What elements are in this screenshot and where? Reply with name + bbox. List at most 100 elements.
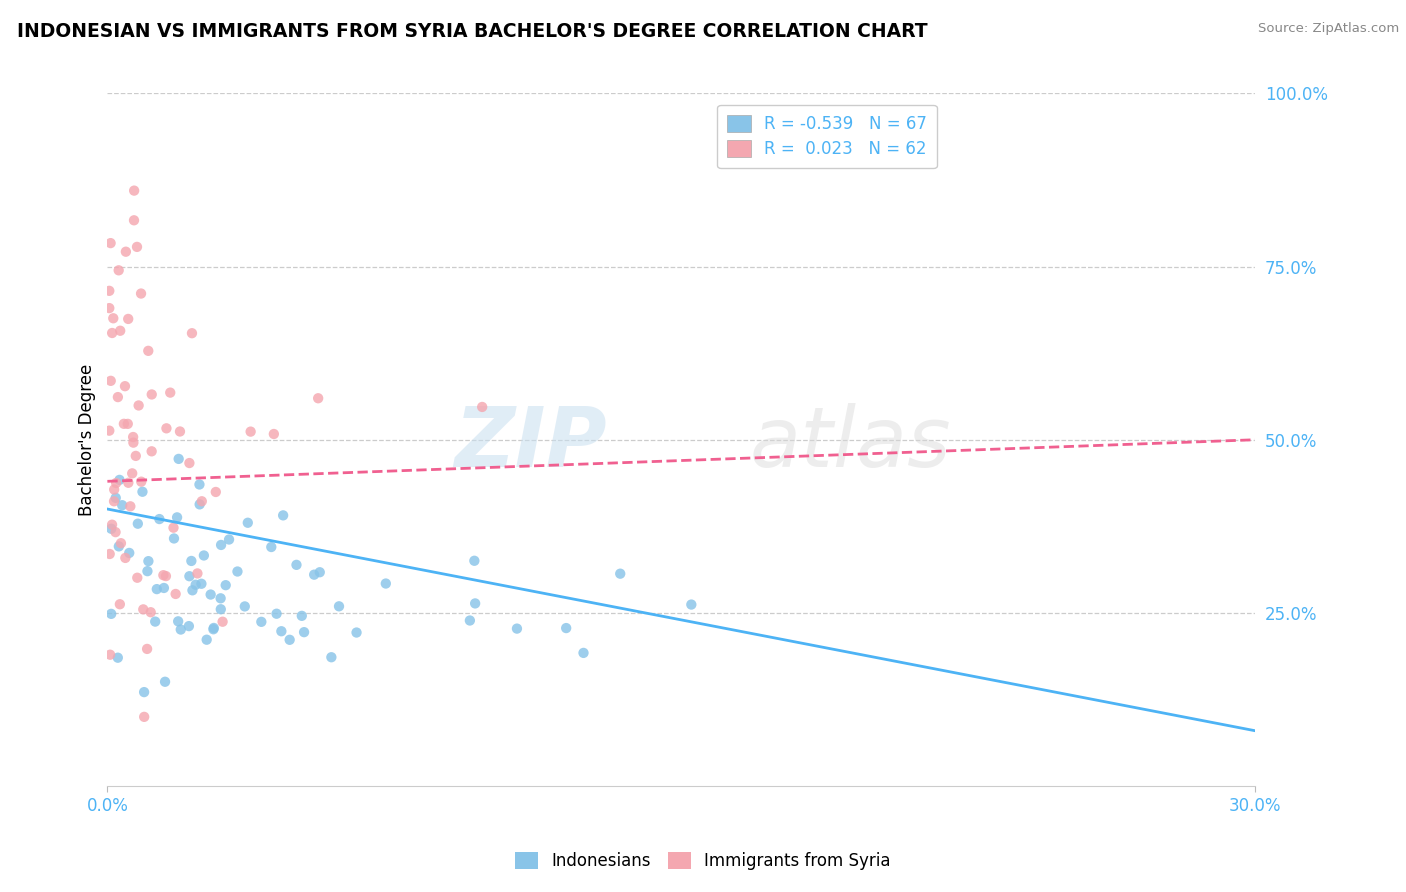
Point [103,494,125,508]
Point [100,522,122,536]
Point [184,578,207,592]
Point [266,607,288,621]
Point [181,326,204,341]
Point [103,311,125,326]
Point [278,632,301,647]
Point [260,540,283,554]
Point [179,569,201,583]
Legend: R = -0.539   N = 67, R =  0.023   N = 62: R = -0.539 N = 67, R = 0.023 N = 62 [717,105,936,169]
Point [215,578,238,592]
Point [202,622,225,636]
Point [125,449,148,463]
Point [167,451,190,466]
Point [167,615,190,629]
Point [159,385,181,400]
Point [263,427,285,442]
Point [146,582,169,596]
Text: INDONESIAN VS IMMIGRANTS FROM SYRIA BACHELOR'S DEGREE CORRELATION CHART: INDONESIAN VS IMMIGRANTS FROM SYRIA BACH… [17,22,928,41]
Point [100,236,122,251]
Point [609,566,631,581]
Point [302,567,325,582]
Point [98,547,121,561]
Point [163,532,186,546]
Point [292,625,315,640]
Point [128,399,150,413]
Point [218,533,240,547]
Point [464,596,486,610]
Point [271,508,294,523]
Point [239,425,262,439]
Point [177,619,200,633]
Point [131,484,153,499]
Point [107,650,129,665]
Point [169,425,191,439]
Point [118,546,141,560]
Point [108,540,131,554]
Point [321,650,343,665]
Point [127,571,149,585]
Text: Source: ZipAtlas.com: Source: ZipAtlas.com [1258,22,1399,36]
Point [121,467,143,481]
Point [202,621,225,635]
Point [98,648,121,662]
Point [104,491,127,505]
Point [141,444,163,458]
Point [180,554,202,568]
Point [139,605,162,619]
Point [555,621,578,635]
Point [132,602,155,616]
Point [681,598,703,612]
Point [285,558,308,572]
Point [166,510,188,524]
Point [136,564,159,578]
Point [112,417,135,431]
Point [132,685,155,699]
Point [155,421,177,435]
Point [98,301,121,315]
Point [209,538,232,552]
Point [120,500,142,514]
Point [162,521,184,535]
Point [136,343,159,358]
Point [236,516,259,530]
Point [200,588,222,602]
Point [101,517,124,532]
Point [114,550,136,565]
Point [152,568,174,582]
Point [209,602,232,616]
Point [188,497,211,511]
Point [188,477,211,491]
Point [138,554,160,568]
Point [572,646,595,660]
Text: atlas: atlas [749,402,952,483]
Point [471,400,494,414]
Point [141,387,163,401]
Point [100,374,122,388]
Point [226,565,249,579]
Point [136,641,159,656]
Point [291,608,314,623]
Point [107,263,129,277]
Point [143,615,166,629]
Point [179,456,201,470]
Point [134,710,156,724]
Point [98,424,121,438]
Point [155,569,177,583]
Point [122,213,145,227]
Point [110,536,132,550]
Point [165,587,187,601]
Point [186,566,208,581]
Point [307,391,329,405]
Point [190,576,212,591]
Point [108,324,131,338]
Point [153,674,176,689]
Point [191,494,214,508]
Point [115,244,138,259]
Legend: Indonesians, Immigrants from Syria: Indonesians, Immigrants from Syria [509,845,897,877]
Point [209,591,232,606]
Point [108,473,131,487]
Point [114,379,136,393]
Point [111,498,134,512]
Point [270,624,292,639]
Point [108,597,131,611]
